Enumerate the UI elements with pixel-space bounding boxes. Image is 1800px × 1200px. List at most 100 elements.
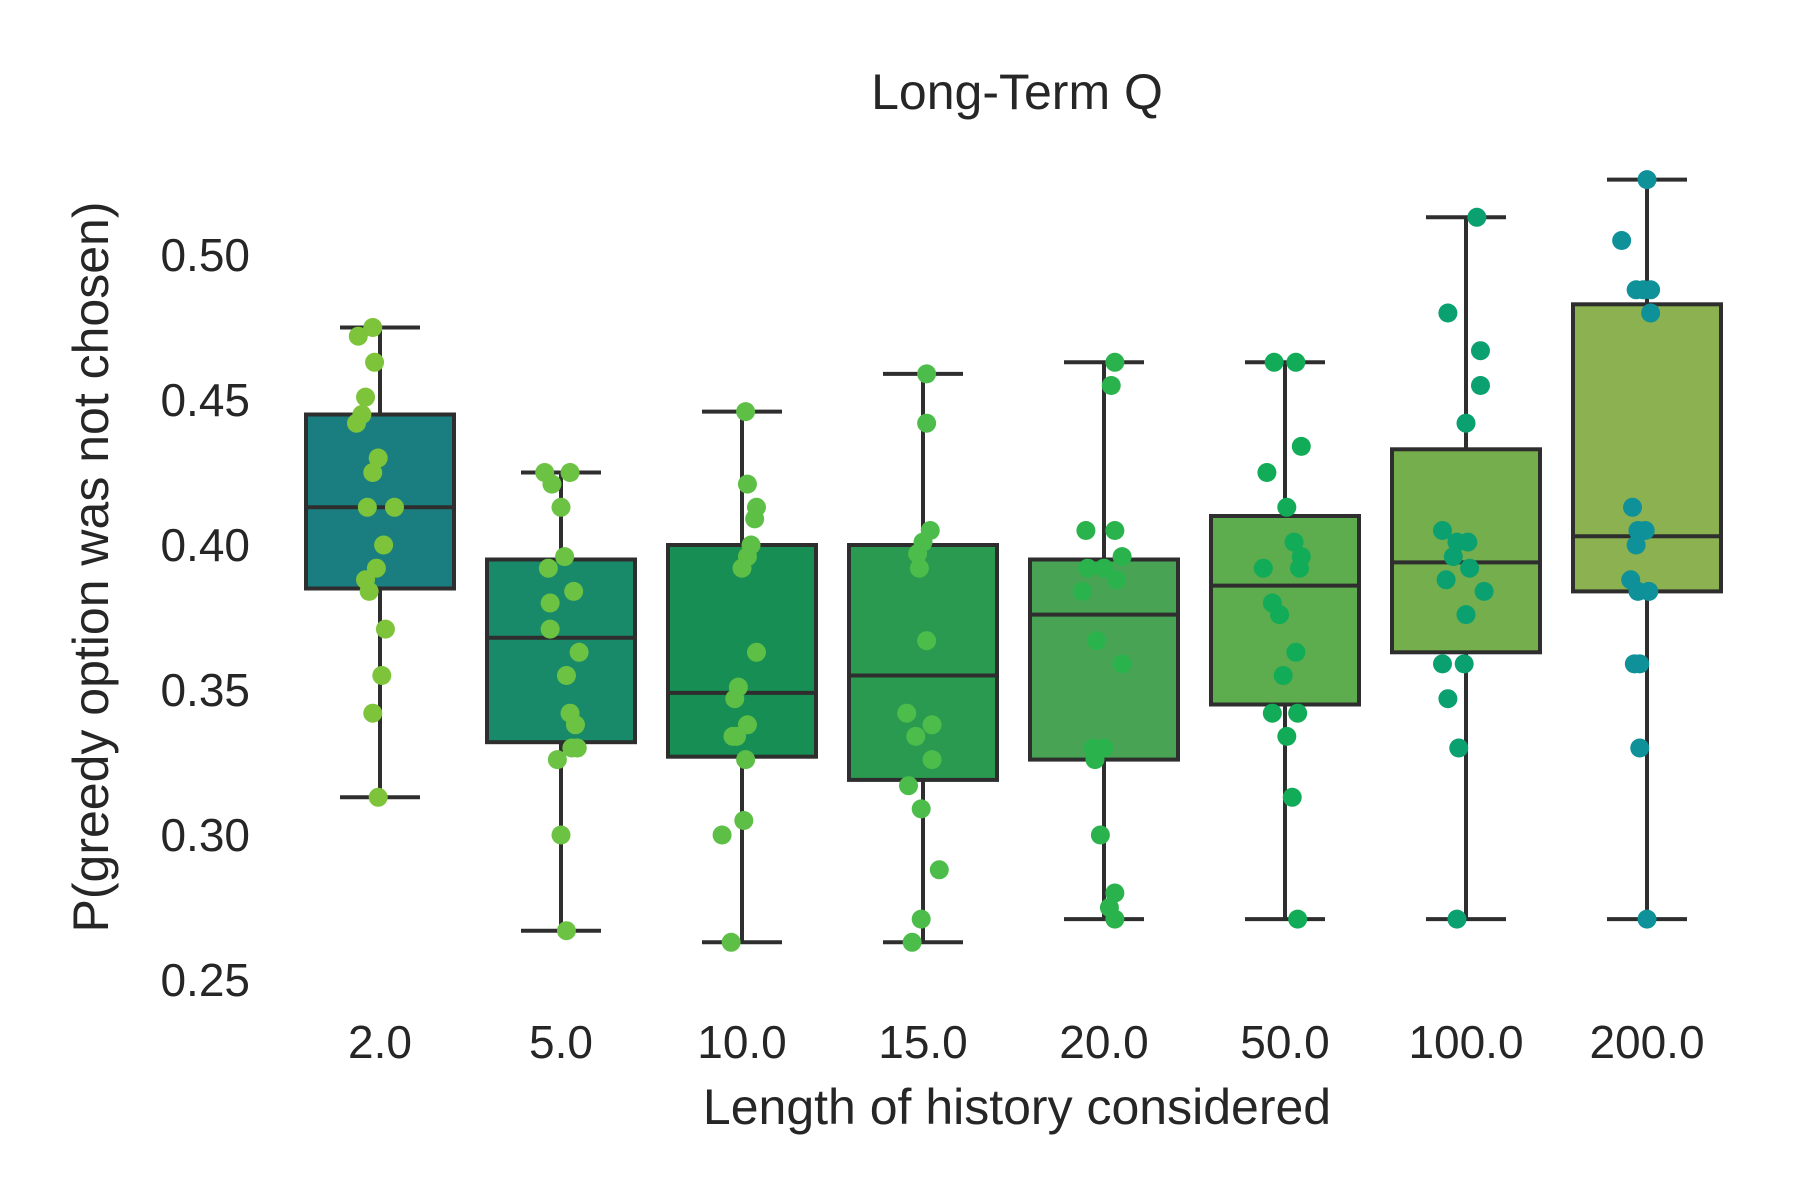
data-point [732,558,752,578]
data-point [374,535,394,555]
y-tick-label: 0.30 [160,809,250,861]
data-point [1447,909,1467,929]
data-point [1449,738,1469,758]
data-point [1105,909,1125,929]
y-tick-label: 0.35 [160,664,250,716]
data-point [1078,558,1098,578]
data-point [359,581,379,601]
data-point [917,631,937,651]
data-point [1474,581,1494,601]
data-point [1630,738,1650,758]
data-point [356,387,376,407]
data-point [551,825,571,845]
data-point [737,474,757,494]
data-point [1456,605,1476,625]
data-point [540,593,560,613]
x-tick-label: 10.0 [697,1016,787,1068]
data-point [538,558,558,578]
data-point [1282,787,1302,807]
data-point [1286,642,1306,662]
data-point [1443,547,1463,567]
chart-title: Long-Term Q [871,64,1163,120]
box-group [1571,177,1723,922]
data-point [1105,883,1125,903]
data-point [1105,521,1125,540]
data-point [542,474,562,494]
data-point [1107,570,1127,590]
data-point [736,402,756,422]
data-point [1085,750,1105,770]
data-point [556,921,576,941]
data-point [1253,558,1273,578]
data-point [1105,352,1125,372]
data-point [1626,535,1646,555]
data-point [346,413,366,433]
data-point [569,642,589,662]
box-group [847,371,999,945]
data-point [1270,605,1290,625]
data-point [1635,521,1655,540]
data-point [1436,570,1456,590]
data-point [368,787,388,807]
data-point [911,909,931,929]
data-point [1112,654,1132,674]
data-point [1072,581,1092,601]
data-point [1641,303,1661,323]
data-point [1612,231,1632,250]
data-point [922,750,942,770]
data-point [1637,170,1657,190]
box-iqr [485,557,637,745]
data-point [363,463,383,482]
data-point [917,364,937,384]
data-point [909,558,929,578]
data-point [736,750,756,770]
strip-points [1612,170,1661,929]
data-point [372,666,392,685]
data-point [897,703,917,723]
x-axis-ticks: 2.0 5.0 10.0 15.0 20.0 50.0 100.0 200.0 [348,1016,1705,1068]
data-point [1286,352,1306,372]
data-point [1470,376,1490,395]
strip-points [535,463,589,941]
data-point [1288,703,1308,723]
data-point [1438,303,1458,323]
data-point [1264,352,1284,372]
x-tick-label: 100.0 [1408,1016,1523,1068]
data-point [1094,558,1114,578]
data-point [725,689,745,709]
data-point [1432,521,1452,540]
strip-points [897,364,949,952]
x-tick-label: 50.0 [1240,1016,1330,1068]
plot-area [304,170,1723,952]
strip-points [712,402,766,952]
data-point [1623,497,1643,517]
data-point [1460,558,1480,578]
data-point [375,619,395,639]
data-point [384,497,404,517]
box-iqr [1028,557,1180,762]
data-point [1291,436,1311,456]
data-point [1454,654,1474,674]
y-tick-label: 0.25 [160,954,250,1006]
data-point [348,326,368,346]
y-axis-label: P(greedy option was not chosen) [63,202,119,933]
data-point [1458,532,1478,552]
data-point [902,932,922,952]
data-point [906,726,926,746]
data-point [1639,581,1659,601]
y-tick-label: 0.40 [160,519,250,571]
data-point [746,642,766,662]
data-point [363,318,383,337]
data-point [1257,463,1277,482]
data-point [899,776,919,796]
data-point [1112,547,1132,567]
data-point [1432,654,1452,674]
data-point [1087,631,1107,651]
x-tick-label: 2.0 [348,1016,412,1068]
data-point [368,448,388,468]
data-point [1467,207,1487,227]
data-point [564,581,584,601]
data-point [745,509,765,529]
data-point [712,825,732,845]
